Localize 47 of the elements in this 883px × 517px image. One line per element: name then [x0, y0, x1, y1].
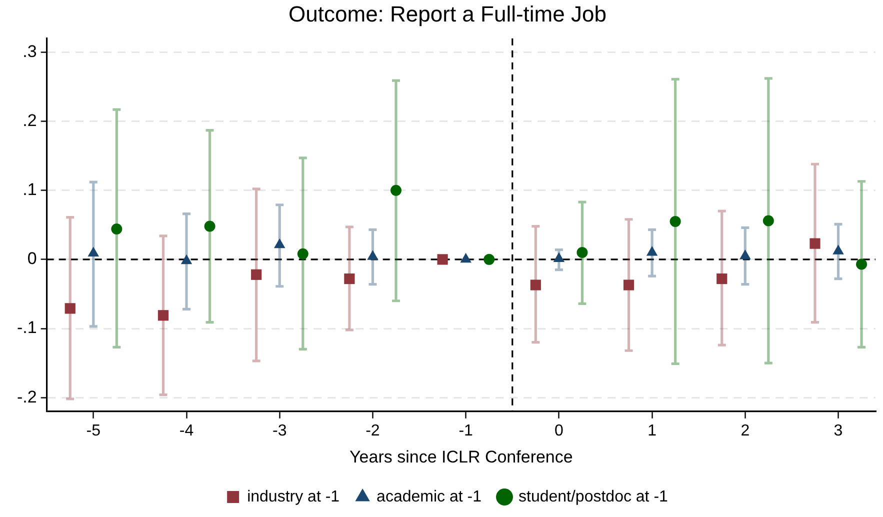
point [111, 224, 122, 235]
x-tick-label: -5 [86, 422, 101, 440]
point [740, 249, 751, 260]
x-axis-title: Years since ICLR Conference [350, 447, 573, 466]
point [158, 310, 169, 321]
x-tick-label: 3 [834, 422, 843, 440]
point [716, 273, 728, 284]
point [832, 244, 844, 254]
point [530, 280, 541, 290]
point [88, 246, 100, 256]
point [344, 273, 355, 284]
point [64, 303, 76, 314]
x-tick-label: 1 [648, 422, 657, 440]
y-tick-label: 0 [27, 249, 37, 268]
chart-title: Outcome: Report a Full-time Job [288, 1, 606, 26]
point [670, 216, 681, 227]
y-tick-label: .1 [22, 180, 37, 200]
legend-label: industry at -1 [247, 488, 340, 506]
point [810, 238, 820, 249]
legend-label: student/postdoc at -1 [518, 488, 668, 506]
x-tick-label: -2 [366, 422, 380, 440]
x-tick-label: -3 [272, 422, 287, 440]
point [390, 184, 402, 196]
y-tick-label: .3 [22, 42, 37, 61]
point [274, 238, 286, 248]
y-tick-label: .2 [22, 110, 37, 130]
point [297, 248, 308, 260]
point [367, 250, 378, 260]
x-tick-label: 0 [554, 422, 564, 440]
y-tick-label: -.2 [16, 387, 37, 406]
point [576, 247, 588, 258]
point [623, 280, 634, 290]
point [646, 246, 658, 256]
point [251, 269, 262, 280]
x-tick-label: 2 [740, 422, 750, 440]
point [180, 254, 192, 264]
point [856, 258, 868, 270]
point [762, 215, 774, 226]
point [437, 254, 448, 265]
point [553, 252, 565, 262]
x-tick-label: -4 [179, 422, 194, 440]
point [460, 252, 472, 263]
point [484, 254, 495, 265]
x-tick-label: -1 [458, 422, 474, 440]
legend-label: academic at -1 [376, 488, 482, 506]
point [204, 220, 216, 232]
y-tick-label: -.1 [16, 318, 37, 338]
